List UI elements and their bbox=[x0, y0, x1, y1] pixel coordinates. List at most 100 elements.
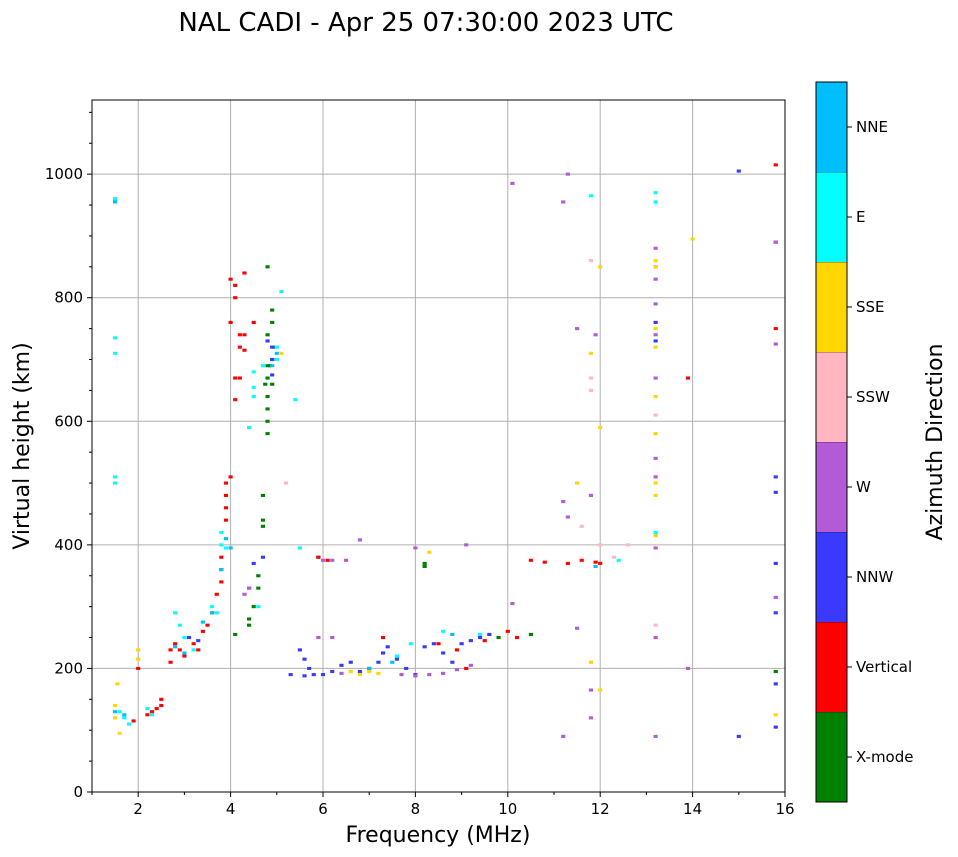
echo-point bbox=[191, 642, 196, 646]
echo-point bbox=[228, 546, 233, 550]
echo-point bbox=[260, 518, 266, 522]
colorbar-segment bbox=[816, 82, 847, 172]
echo-point bbox=[200, 620, 205, 624]
colorbar-tick-label: X-mode bbox=[856, 748, 913, 766]
echo-point bbox=[251, 561, 256, 565]
echo-point bbox=[404, 666, 409, 670]
echo-point bbox=[653, 327, 658, 331]
echo-point bbox=[575, 481, 580, 485]
echo-point bbox=[272, 345, 277, 349]
series-x-mode bbox=[233, 265, 778, 674]
echo-point bbox=[561, 734, 566, 738]
echo-point bbox=[376, 660, 381, 664]
echo-point bbox=[561, 500, 566, 504]
echo-point bbox=[367, 669, 372, 674]
echo-point bbox=[773, 490, 778, 494]
colorbar-tick-label: SSE bbox=[856, 298, 885, 316]
x-axis-label: Frequency (MHz) bbox=[346, 823, 531, 848]
echo-point bbox=[422, 561, 427, 565]
echo-point bbox=[214, 611, 219, 615]
y-tick-label: 1000 bbox=[45, 165, 83, 183]
x-tick-label: 16 bbox=[775, 800, 794, 818]
echo-point bbox=[288, 673, 293, 677]
echo-point bbox=[588, 716, 594, 720]
echo-point bbox=[145, 713, 150, 717]
echo-point bbox=[270, 373, 275, 377]
echo-point bbox=[376, 671, 381, 675]
echo-point bbox=[237, 333, 242, 337]
echo-point bbox=[653, 534, 658, 538]
echo-point bbox=[228, 320, 233, 324]
echo-point bbox=[270, 357, 275, 362]
echo-point bbox=[653, 635, 658, 640]
echo-point bbox=[593, 333, 598, 337]
echo-point bbox=[205, 623, 210, 627]
echo-point bbox=[256, 586, 261, 590]
echo-point bbox=[168, 660, 173, 664]
echo-point bbox=[579, 524, 584, 528]
echo-point bbox=[357, 673, 363, 677]
echo-point bbox=[219, 555, 224, 559]
data-marks bbox=[113, 163, 778, 738]
echo-point bbox=[575, 327, 580, 331]
echo-point bbox=[113, 716, 118, 720]
echo-point bbox=[270, 382, 275, 386]
echo-point bbox=[260, 524, 266, 528]
echo-point bbox=[736, 734, 741, 738]
echo-point bbox=[773, 240, 778, 244]
series-nnw bbox=[186, 169, 778, 738]
echo-point bbox=[653, 277, 658, 281]
echo-point bbox=[653, 302, 658, 306]
echo-point bbox=[274, 357, 279, 362]
echo-point bbox=[113, 703, 118, 708]
echo-point bbox=[247, 586, 252, 590]
echo-point bbox=[653, 395, 658, 399]
echo-point bbox=[293, 398, 298, 402]
echo-point bbox=[113, 336, 118, 340]
echo-point bbox=[270, 364, 275, 368]
echo-point bbox=[653, 493, 658, 497]
echo-point bbox=[482, 639, 487, 643]
echo-point bbox=[464, 666, 469, 670]
echo-point bbox=[233, 632, 238, 636]
plot-area bbox=[92, 100, 785, 792]
echo-point bbox=[598, 543, 603, 547]
echo-point bbox=[454, 648, 460, 652]
colorbar-tick-label: Vertical bbox=[856, 658, 912, 676]
echo-point bbox=[565, 172, 570, 176]
echo-point bbox=[422, 645, 427, 649]
echo-point bbox=[422, 564, 427, 569]
echo-point bbox=[279, 289, 284, 294]
series-w bbox=[242, 172, 778, 738]
echo-point bbox=[598, 561, 603, 565]
y-tick-label: 200 bbox=[54, 659, 83, 677]
echo-point bbox=[223, 506, 229, 510]
echo-point bbox=[773, 669, 778, 674]
echo-point bbox=[653, 432, 658, 436]
echo-point bbox=[173, 645, 178, 649]
echo-point bbox=[653, 200, 658, 204]
echo-point bbox=[265, 333, 270, 337]
echo-point bbox=[113, 200, 118, 204]
echo-point bbox=[223, 518, 229, 522]
echo-point bbox=[454, 668, 460, 672]
echo-point bbox=[177, 648, 182, 652]
echo-point bbox=[113, 197, 118, 201]
series-nne bbox=[113, 200, 598, 717]
echo-point bbox=[653, 623, 658, 627]
echo-point bbox=[736, 169, 741, 173]
echo-point bbox=[223, 481, 229, 485]
echo-point bbox=[302, 657, 307, 661]
echo-point bbox=[385, 645, 390, 649]
echo-point bbox=[653, 191, 658, 195]
echo-point bbox=[773, 725, 778, 729]
echo-point bbox=[196, 639, 201, 643]
colorbar-tick-label: NNE bbox=[856, 118, 888, 136]
echo-point bbox=[565, 561, 570, 565]
echo-point bbox=[251, 395, 256, 399]
echo-point bbox=[297, 648, 302, 652]
echo-point bbox=[773, 561, 778, 565]
x-tick-label: 14 bbox=[683, 800, 702, 818]
echo-point bbox=[182, 635, 187, 640]
